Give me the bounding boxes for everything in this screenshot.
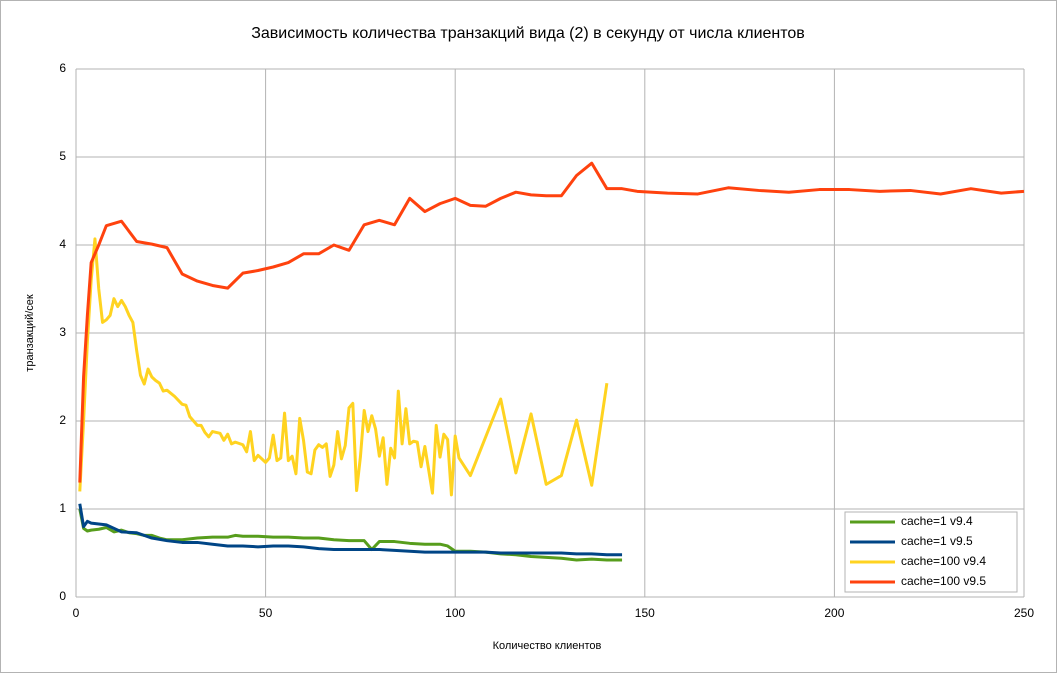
x-tick-label: 150 (635, 606, 655, 620)
x-tick-label: 100 (445, 606, 465, 620)
legend-label: cache=1 v9.5 (901, 534, 973, 548)
x-tick-label: 250 (1014, 606, 1034, 620)
y-tick-label: 1 (59, 501, 66, 515)
chart-title: Зависимость количества транзакций вида (… (251, 25, 805, 42)
series-line (78, 161, 1025, 483)
y-tick-label: 6 (59, 61, 66, 75)
y-axis-label: транзакций/сек (24, 294, 36, 372)
x-tick-label: 200 (824, 606, 844, 620)
y-tick-label: 2 (59, 413, 66, 427)
x-tick-label: 50 (259, 606, 273, 620)
y-tick-label: 4 (59, 237, 66, 251)
legend-label: cache=100 v9.5 (901, 574, 986, 588)
x-axis-label: Количество клиентов (493, 640, 602, 652)
series-line (78, 503, 623, 557)
legend-label: cache=1 v9.4 (901, 514, 973, 528)
y-tick-label: 5 (59, 149, 66, 163)
y-tick-label: 0 (59, 589, 66, 603)
series-line (78, 237, 609, 497)
legend-label: cache=100 v9.4 (901, 554, 986, 568)
legend-box (844, 511, 1018, 593)
y-tick-label: 3 (59, 325, 66, 339)
x-tick-label: 0 (73, 606, 80, 620)
